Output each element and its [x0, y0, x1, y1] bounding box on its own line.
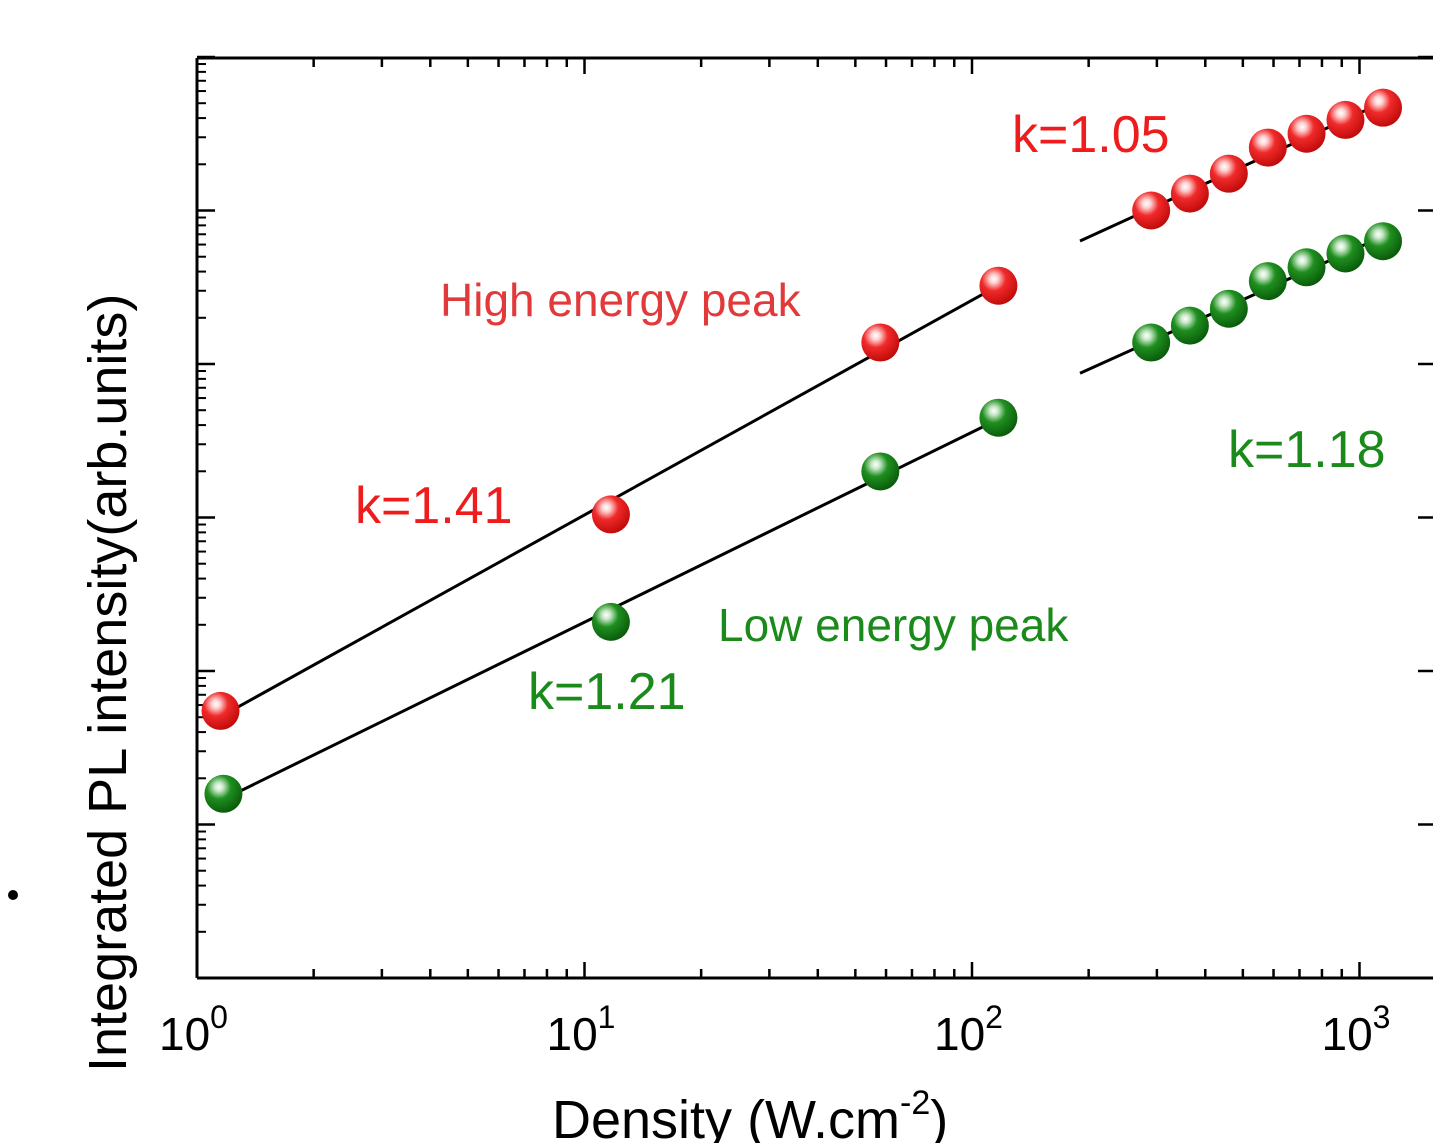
axis-ticks — [195, 55, 1433, 980]
annotation-k-1-18: k=1.18 — [1228, 421, 1386, 479]
high-energy-data-point — [1170, 174, 1209, 213]
x-axis-title: Density (W.cm-2) — [552, 1084, 948, 1143]
annotation-k-1-05: k=1.05 — [1012, 106, 1170, 164]
low-energy-data-point — [1170, 306, 1209, 345]
high-energy-data-point — [861, 323, 900, 362]
low-energy-data-point — [1209, 289, 1248, 328]
x-tick-label: 100 — [159, 999, 228, 1060]
high-energy-data-point — [1287, 114, 1326, 153]
high-energy-data-point — [1326, 100, 1365, 139]
low-energy-data-point — [591, 602, 630, 641]
high-energy-data-point — [979, 266, 1018, 305]
low-energy-data-point — [861, 452, 900, 491]
low-energy-data-point — [1132, 323, 1171, 362]
x-tick-label: 101 — [547, 999, 616, 1060]
data-points — [201, 88, 1403, 813]
low-energy-data-point — [1287, 248, 1326, 287]
annotation-k-1-21: k=1.21 — [528, 663, 686, 721]
low-energy-data-point — [1248, 262, 1287, 301]
annotation-low-energy-peak: Low energy peak — [718, 599, 1069, 651]
high-energy-data-point — [201, 691, 240, 730]
y-axis-title: Integrated PL intensity(arb.units) — [78, 294, 138, 1072]
low-energy-data-point — [979, 398, 1018, 437]
low-energy-data-point — [204, 774, 243, 813]
high-energy-data-point — [1209, 154, 1248, 193]
low-energy-data-point — [1326, 234, 1365, 273]
low-energy-data-point — [1364, 222, 1403, 261]
x-tick-label: 103 — [1322, 999, 1391, 1060]
high-energy-data-point — [591, 495, 630, 534]
x-tick-label: 102 — [934, 999, 1003, 1060]
fit-lines — [219, 97, 1391, 803]
annotation-high-energy-peak: High energy peak — [440, 274, 802, 326]
cropped-glyph-mark — [8, 890, 18, 900]
high-energy-data-point — [1132, 191, 1171, 230]
high-energy-data-point — [1364, 88, 1403, 127]
high-energy-data-point — [1248, 128, 1287, 167]
x-tick-labels: 100 101 102 103 — [159, 999, 1390, 1060]
annotation-k-1-41: k=1.41 — [355, 477, 513, 535]
